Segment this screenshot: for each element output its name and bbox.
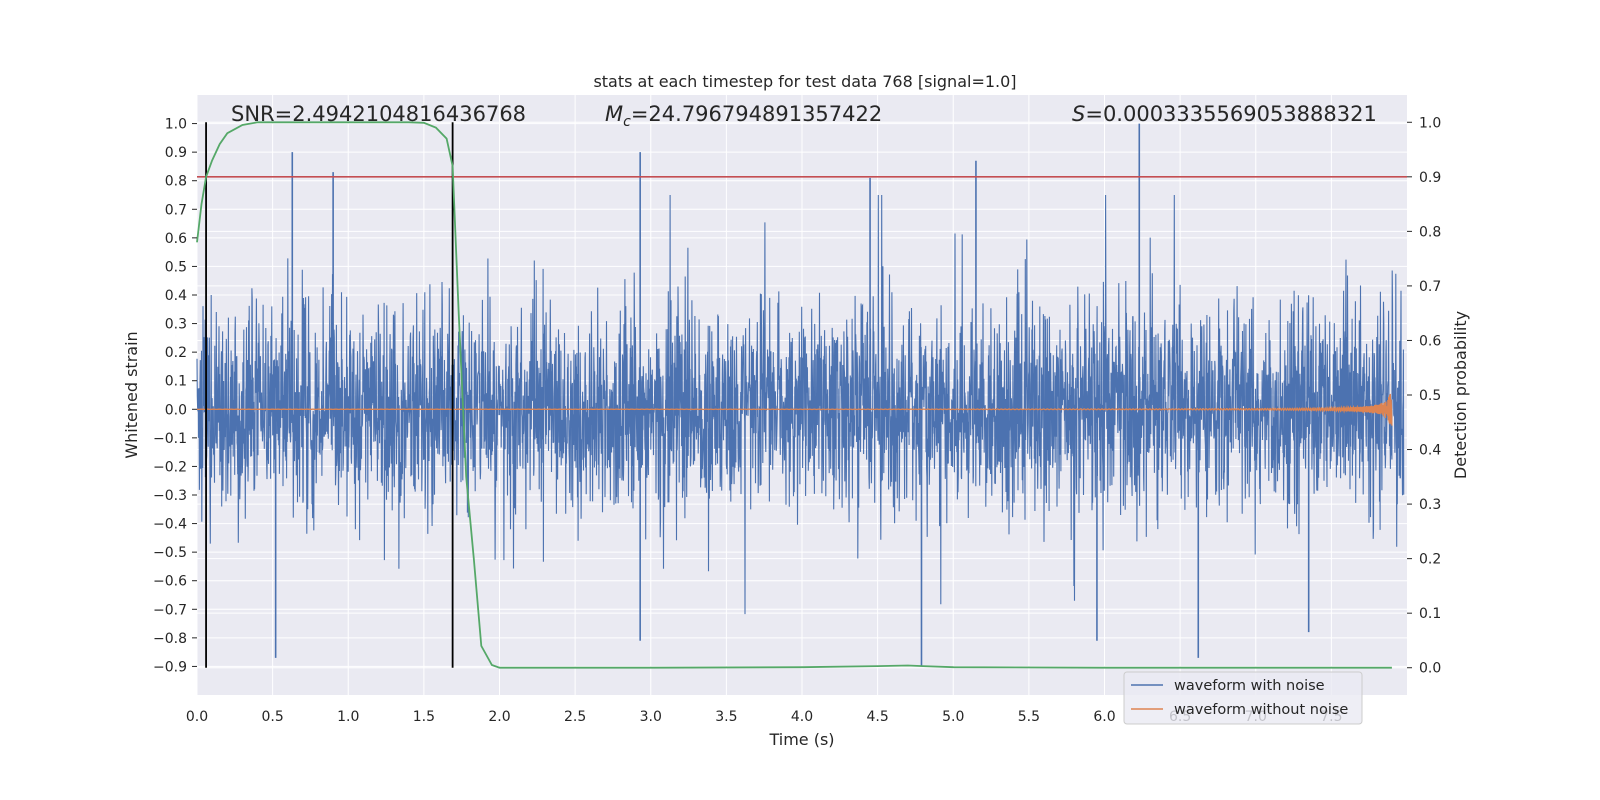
y-tick-label: −0.5	[153, 545, 187, 561]
x-tick-label: 0.0	[186, 709, 208, 725]
x-tick-label: 5.5	[1018, 709, 1040, 725]
snr-annotation: SNR=2.4942104816436768	[231, 102, 526, 126]
y-tick-label: 0.7	[165, 202, 187, 218]
y-tick-label: 0.5	[165, 259, 187, 275]
y-tick-label: −0.6	[153, 574, 187, 590]
x-tick-label: 3.0	[640, 709, 662, 725]
y-tick-label: −0.1	[153, 431, 187, 447]
y2-axis-label: Detection probability	[1451, 311, 1470, 479]
y-tick-label: −0.4	[153, 517, 187, 533]
x-tick-label: 5.0	[942, 709, 964, 725]
legend-label-waveform-without-noise: waveform without noise	[1174, 702, 1348, 718]
x-axis-label: Time (s)	[768, 730, 834, 749]
s-annotation: S=0.0003335569053888321	[1072, 102, 1377, 126]
x-tick-label: 4.5	[866, 709, 888, 725]
y-tick-label: 0.0	[165, 402, 187, 418]
y2-tick-label: 0.6	[1419, 333, 1441, 349]
y-axis-ticks: 1.0 0.9 0.8 0.7 0.6 0.5 0.4 0.3 0.2 0.1 0.0 −0.1 −0.…	[153, 117, 197, 675]
noise-trace	[196, 194, 1405, 615]
vertical-markers	[205, 122, 454, 668]
y-tick-label: 1.0	[165, 117, 187, 133]
y-tick-label: −0.9	[153, 659, 187, 675]
y-tick-label: −0.2	[153, 459, 187, 475]
x-tick-label: 1.0	[337, 709, 359, 725]
x-tick-label: 2.5	[564, 709, 586, 725]
y2-tick-label: 0.8	[1419, 224, 1441, 240]
y-tick-label: 0.2	[165, 345, 187, 361]
probability-trace	[196, 121, 1392, 669]
y2-tick-label: 0.2	[1419, 552, 1441, 568]
x-tick-label: 1.5	[413, 709, 435, 725]
series-waveform-with-noise	[196, 123, 1405, 667]
y2-tick-label: 0.5	[1419, 388, 1441, 404]
y2-tick-label: 0.4	[1419, 443, 1441, 459]
clean-trace	[197, 393, 1393, 426]
y-tick-label: 0.3	[165, 317, 187, 333]
y-tick-label: 0.8	[165, 174, 187, 190]
series-detection-probability	[196, 121, 1392, 669]
x-tick-label: 2.0	[488, 709, 510, 725]
y-tick-label: −0.7	[153, 602, 187, 618]
y-axis-label: Whitened strain	[122, 331, 141, 458]
y2-tick-label: 0.1	[1419, 606, 1441, 622]
y-tick-label: −0.3	[153, 488, 187, 504]
chirp-mass-annotation: Mc=24.796794891357422	[605, 102, 882, 130]
y-tick-label: −0.8	[153, 631, 187, 647]
y-tick-label: 0.9	[165, 145, 187, 161]
y2-tick-label: 0.3	[1419, 497, 1441, 513]
legend: waveform with noise waveform without noi…	[1123, 671, 1363, 725]
y-tick-label: 0.6	[165, 231, 187, 247]
series-waveform-without-noise	[197, 393, 1393, 426]
x-tick-label: 6.0	[1093, 709, 1115, 725]
y2-tick-label: 0.7	[1419, 279, 1441, 295]
x-tick-label: 4.0	[791, 709, 813, 725]
x-tick-label: 3.5	[715, 709, 737, 725]
y2-axis-ticks: 1.0 0.9 0.8 0.7 0.6 0.5 0.4 0.3 0.2 0.1 0.0	[1407, 115, 1441, 677]
legend-label-waveform-with-noise: waveform with noise	[1174, 678, 1325, 694]
y2-tick-label: 0.0	[1419, 661, 1441, 677]
y2-tick-label: 1.0	[1419, 115, 1441, 131]
y2-tick-label: 0.9	[1419, 170, 1441, 186]
legend-box	[1123, 671, 1363, 725]
chart-title: stats at each timestep for test data 768…	[593, 72, 1016, 91]
y-tick-label: 0.1	[165, 374, 187, 390]
y-tick-label: 0.4	[165, 288, 187, 304]
x-tick-label: 0.5	[261, 709, 283, 725]
